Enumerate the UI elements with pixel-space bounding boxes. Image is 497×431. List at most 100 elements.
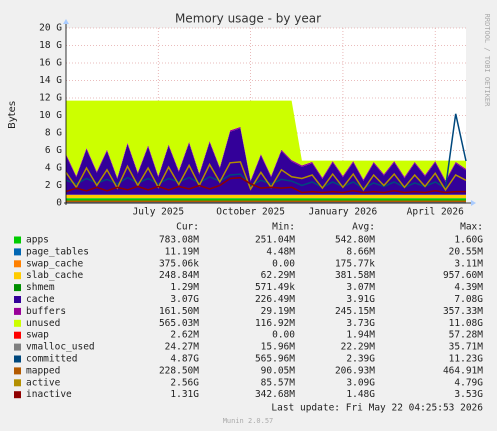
y-tick-label: 14 G — [39, 75, 62, 86]
legend-swatch — [14, 284, 21, 292]
legend-stat: 20.55M — [449, 246, 484, 257]
footer: Last update: Fri May 22 04:25:53 2026 — [271, 403, 483, 414]
legend-stat: 8.66M — [346, 246, 375, 257]
chart-title: Memory usage - by year — [175, 12, 321, 26]
legend-stat: 565.03M — [159, 318, 199, 329]
stacked-area — [66, 194, 466, 199]
legend-stat: 11.23G — [449, 354, 484, 365]
legend: Cur: Min: Avg: Max: apps 783.08M 251.04M 542.80… — [14, 222, 484, 400]
legend-swatch — [14, 296, 21, 303]
legend-label: buffers — [26, 306, 66, 317]
y-tick-label: 16 G — [39, 58, 62, 69]
legend-swatch — [14, 260, 21, 268]
y-tick-label: 18 G — [39, 40, 62, 51]
y-axis-arrow — [63, 19, 69, 24]
legend-stat: 90.05M — [261, 365, 296, 376]
legend-header: Cur: — [176, 222, 199, 233]
legend-stat: 62.29M — [261, 270, 296, 281]
stacked-area — [66, 100, 466, 181]
legend-stat: 57.28M — [449, 330, 484, 341]
legend-stat: 24.27M — [165, 342, 200, 353]
legend-stat: 3.11M — [454, 258, 483, 269]
legend-label: swap — [26, 330, 49, 341]
legend-stat: 116.92M — [255, 318, 295, 329]
legend-stat: 357.33M — [443, 306, 483, 317]
legend-stat: 161.50M — [159, 306, 199, 317]
legend-stat: 22.29M — [341, 342, 376, 353]
legend-stat: 245.15M — [335, 306, 375, 317]
legend-label: swap_cache — [26, 258, 83, 269]
legend-stat: 3.73G — [346, 318, 375, 329]
y-tick-label: 4 G — [45, 163, 62, 174]
x-axis-arrow — [471, 200, 476, 206]
legend-stat: 4.87G — [170, 354, 199, 365]
legend-stat: 342.68M — [255, 389, 295, 400]
side-text: RRDTOOL / TOBI OETIKER — [483, 14, 491, 108]
legend-label: slab_cache — [26, 270, 83, 281]
legend-label: unused — [26, 318, 60, 329]
series-line — [65, 113, 467, 190]
legend-label: vmalloc_used — [26, 342, 95, 353]
legend-stat: 3.07G — [170, 294, 199, 305]
legend-stat: 251.04M — [255, 235, 295, 246]
legend-stat: 464.91M — [443, 365, 483, 376]
legend-stat: 3.07M — [346, 282, 375, 293]
series-line — [65, 176, 466, 194]
version: Munin 2.0.57 — [223, 417, 274, 425]
legend-stat: 565.96M — [255, 354, 295, 365]
legend-swatch — [14, 248, 21, 256]
legend-label: active — [26, 377, 61, 388]
series-line — [65, 161, 467, 192]
legend-stat: 226.49M — [255, 294, 295, 305]
legend-stat: 783.08M — [159, 235, 199, 246]
legend-label: page_tables — [26, 246, 89, 257]
legend-stat: 11.19M — [165, 246, 200, 257]
x-tick-label: October 2025 — [216, 207, 285, 218]
y-tick-label: 0 — [56, 198, 62, 209]
y-tick-label: 20 G — [39, 23, 62, 34]
legend-stat: 0.00 — [272, 258, 295, 269]
legend-label: mapped — [26, 365, 60, 376]
y-tick-label: 12 G — [39, 93, 62, 104]
legend-label: inactive — [26, 389, 72, 400]
x-tick-label: July 2025 — [133, 207, 184, 218]
legend-header: Max: — [460, 222, 483, 233]
legend-stat: 381.58M — [335, 270, 375, 281]
legend-stat: 571.49k — [255, 282, 295, 293]
legend-stat: 1.31G — [170, 389, 199, 400]
x-tick-label: April 2026 — [407, 207, 464, 218]
legend-stat: 228.50M — [159, 365, 199, 376]
legend-stat: 1.29M — [170, 282, 199, 293]
stacked-area — [66, 128, 466, 195]
legend-label: apps — [26, 235, 49, 246]
legend-header: Min: — [272, 222, 295, 233]
legend-stat: 175.77k — [335, 258, 375, 269]
y-tick-label: 10 G — [39, 110, 62, 121]
legend-stat: 2.56G — [170, 377, 199, 388]
legend-label: shmem — [26, 282, 55, 293]
legend-stat: 542.80M — [335, 235, 375, 246]
legend-stat: 29.19M — [261, 306, 296, 317]
y-tick-label: 2 G — [45, 180, 62, 191]
x-tick-label: January 2026 — [309, 207, 378, 218]
y-axis-label: Bytes — [7, 101, 18, 129]
legend-swatch — [14, 331, 21, 339]
legend-stat: 35.71M — [449, 342, 484, 353]
legend-label: cache — [26, 294, 55, 305]
legend-stat: 15.96M — [261, 342, 296, 353]
legend-stat: 1.60G — [454, 235, 483, 246]
legend-swatch — [14, 343, 21, 351]
y-tick-label: 6 G — [45, 145, 62, 156]
legend-stat: 2.62M — [170, 330, 199, 341]
legend-swatch — [14, 379, 21, 387]
legend-swatch — [14, 391, 21, 399]
legend-swatch — [14, 355, 21, 363]
legend-stat: 3.91G — [346, 294, 375, 305]
legend-label: committed — [26, 354, 77, 365]
legend-stat: 11.08G — [449, 318, 484, 329]
legend-stat: 957.60M — [443, 270, 483, 281]
legend-swatch — [14, 367, 21, 375]
legend-swatch — [14, 236, 21, 244]
legend-header: Avg: — [352, 222, 375, 233]
